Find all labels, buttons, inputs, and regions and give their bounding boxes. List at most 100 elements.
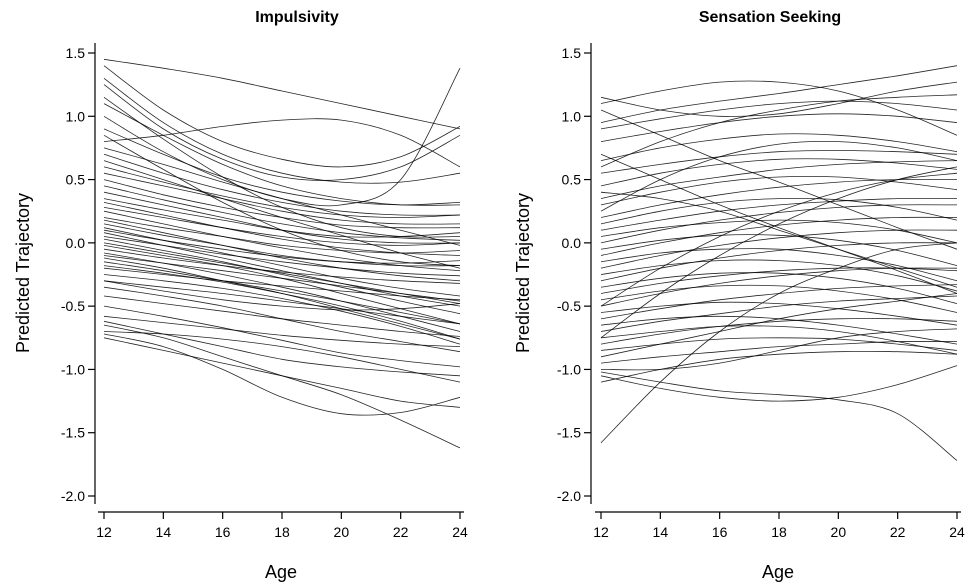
y-tick-label: 0.0 [562, 235, 582, 251]
trajectory-line [600, 272, 958, 304]
trajectory-line [600, 365, 958, 402]
x-axis-label: Age [265, 562, 297, 582]
trajectory-line [600, 284, 958, 313]
trajectory-line [600, 242, 958, 444]
x-tick-label: 16 [712, 524, 728, 540]
y-tick-label: -1.5 [557, 425, 581, 441]
y-tick-label: 1.5 [562, 45, 582, 61]
trajectory-line [103, 315, 461, 347]
x-tick-label: 12 [96, 524, 112, 540]
trajectory-line [103, 267, 461, 301]
trajectory-line [600, 158, 958, 187]
y-tick-label: -2.0 [61, 488, 85, 504]
trajectory-line [103, 103, 461, 206]
trajectory-line [600, 351, 958, 383]
trajectory-line [103, 331, 461, 383]
trajectory-line [103, 337, 461, 408]
trajectory-line [103, 274, 461, 345]
trajectory-line [103, 305, 461, 368]
y-tick-label: 0.5 [562, 172, 582, 188]
trajectory-line [103, 147, 461, 246]
trajectory-line [103, 261, 461, 325]
trajectory-line [600, 100, 958, 130]
trajectory-line [600, 325, 958, 355]
trajectory-line [103, 68, 461, 207]
trajectory-line [103, 96, 461, 238]
trajectory-line [103, 265, 461, 340]
trajectory-line [103, 333, 461, 416]
trajectory-line [600, 133, 958, 161]
trajectory-line [103, 160, 461, 269]
y-axis-label: Predicted Trajectory [13, 193, 33, 353]
trajectory-line [600, 371, 958, 461]
chart-title: Impulsivity [255, 9, 339, 26]
trajectory-line [600, 81, 958, 117]
x-tick-label: 22 [393, 524, 409, 540]
trajectory-line [103, 248, 461, 284]
trajectory-line [600, 172, 958, 307]
y-tick-label: -1.5 [61, 425, 85, 441]
trajectory-line [103, 134, 461, 266]
y-tick-label: 0.0 [66, 235, 86, 251]
y-tick-label: -1.0 [61, 361, 85, 377]
trajectory-line [103, 236, 461, 277]
trajectory-line [103, 252, 461, 332]
trajectory-line [103, 229, 461, 264]
x-tick-label: 14 [156, 524, 172, 540]
trajectory-line [600, 216, 958, 256]
trajectory-line [103, 185, 461, 241]
y-tick-label: 1.5 [66, 45, 86, 61]
trajectory-line [600, 176, 958, 206]
trajectory-line [600, 80, 958, 136]
x-tick-label: 20 [334, 524, 350, 540]
x-axis-label: Age [762, 562, 794, 582]
trajectory-line [600, 113, 958, 142]
y-axis-label: Predicted Trajectory [513, 193, 533, 353]
trajectory-line [103, 295, 461, 337]
y-tick-label: 0.5 [66, 172, 86, 188]
y-tick-label: -1.0 [557, 361, 581, 377]
trajectory-line [600, 140, 958, 212]
trajectory-line [600, 197, 958, 231]
x-tick-label: 22 [890, 524, 906, 540]
trajectory-line [103, 255, 461, 302]
trajectory-line [103, 77, 461, 184]
trajectory-line [600, 315, 958, 345]
trajectory-line [600, 109, 958, 250]
trajectory-line [103, 223, 461, 267]
y-tick-label: 1.0 [562, 108, 582, 124]
y-tick-label: 1.0 [66, 108, 86, 124]
trajectory-line [600, 234, 958, 266]
trajectory-line [103, 207, 461, 246]
trajectory-line [600, 293, 958, 358]
trajectory-line [103, 153, 461, 216]
trajectory-lines [103, 58, 461, 449]
trajectory-lines [600, 65, 958, 461]
trajectory-line [600, 341, 958, 364]
x-tick-label: 18 [274, 524, 290, 540]
trajectory-line [600, 150, 958, 174]
trajectory-line [103, 172, 461, 225]
trajectory-line [600, 94, 958, 168]
trajectory-line [600, 337, 958, 351]
x-tick-label: 12 [593, 524, 609, 540]
x-tick-label: 14 [653, 524, 669, 540]
y-tick-label: -2.0 [557, 488, 581, 504]
panel-impulsivity: Impulsivity Age Predicted Trajectory 1.5… [13, 9, 468, 582]
trajectory-line [103, 58, 461, 130]
trajectory-line [103, 65, 461, 168]
x-tick-label: 16 [215, 524, 231, 540]
x-tick-label: 24 [949, 524, 965, 540]
trajectory-line [103, 238, 461, 315]
trajectory-line [600, 160, 958, 199]
trajectory-line [103, 320, 461, 377]
panel-sensation-seeking: Sensation Seeking Age Predicted Trajecto… [513, 9, 965, 582]
trajectory-line [600, 259, 958, 292]
chart-title: Sensation Seeking [699, 9, 841, 26]
trajectory-line [600, 318, 958, 345]
x-tick-label: 20 [831, 524, 847, 540]
y-tick-label: -0.5 [557, 298, 581, 314]
trajectory-line [103, 280, 461, 311]
trajectory-line [600, 191, 958, 288]
